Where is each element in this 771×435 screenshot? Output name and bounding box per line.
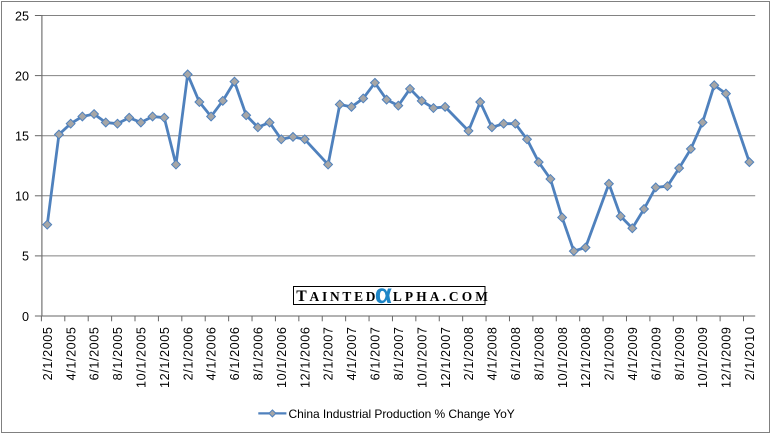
svg-text:4/1/2005: 4/1/2005 — [64, 327, 78, 381]
svg-text:10/1/2006: 10/1/2006 — [275, 327, 289, 388]
svg-text:2/1/2006: 2/1/2006 — [181, 327, 195, 381]
svg-text:2/1/2005: 2/1/2005 — [41, 327, 55, 381]
svg-text:6/1/2009: 6/1/2009 — [649, 327, 663, 381]
svg-text:8/1/2009: 8/1/2009 — [673, 327, 687, 381]
svg-text:2/1/2010: 2/1/2010 — [743, 327, 757, 381]
svg-text:12/1/2006: 12/1/2006 — [298, 327, 312, 388]
svg-text:10/1/2009: 10/1/2009 — [696, 327, 710, 388]
svg-text:12/1/2008: 12/1/2008 — [579, 327, 593, 388]
svg-text:20: 20 — [15, 69, 29, 83]
svg-text:15: 15 — [15, 130, 29, 144]
svg-text:4/1/2007: 4/1/2007 — [345, 327, 359, 381]
svg-text:10: 10 — [15, 190, 29, 204]
svg-text:10/1/2007: 10/1/2007 — [415, 327, 429, 388]
svg-text:25: 25 — [15, 9, 29, 23]
svg-text:4/1/2006: 4/1/2006 — [205, 327, 219, 381]
svg-text:6/1/2007: 6/1/2007 — [369, 327, 383, 381]
svg-text:10/1/2008: 10/1/2008 — [556, 327, 570, 388]
svg-text:2/1/2009: 2/1/2009 — [603, 327, 617, 381]
svg-text:2/1/2007: 2/1/2007 — [322, 327, 336, 381]
svg-text:α: α — [375, 278, 392, 309]
svg-text:8/1/2008: 8/1/2008 — [532, 327, 546, 381]
svg-text:0: 0 — [22, 310, 29, 324]
svg-text:12/1/2005: 12/1/2005 — [158, 327, 172, 388]
svg-text:6/1/2008: 6/1/2008 — [509, 327, 523, 381]
svg-text:8/1/2005: 8/1/2005 — [111, 327, 125, 381]
svg-text:6/1/2006: 6/1/2006 — [228, 327, 242, 381]
svg-text:8/1/2006: 8/1/2006 — [252, 327, 266, 381]
svg-text:China Industrial Production %: China Industrial Production % Change YoY — [289, 407, 515, 421]
svg-text:6/1/2005: 6/1/2005 — [88, 327, 102, 381]
svg-text:4/1/2009: 4/1/2009 — [626, 327, 640, 381]
svg-text:TAINTED: TAINTED — [296, 288, 378, 305]
svg-text:12/1/2007: 12/1/2007 — [439, 327, 453, 388]
svg-text:LPHA.COM: LPHA.COM — [393, 289, 491, 304]
svg-text:12/1/2009: 12/1/2009 — [720, 327, 734, 388]
svg-text:4/1/2008: 4/1/2008 — [486, 327, 500, 381]
svg-text:8/1/2007: 8/1/2007 — [392, 327, 406, 381]
svg-text:5: 5 — [22, 250, 29, 264]
svg-text:10/1/2005: 10/1/2005 — [135, 327, 149, 388]
svg-text:2/1/2008: 2/1/2008 — [462, 327, 476, 381]
